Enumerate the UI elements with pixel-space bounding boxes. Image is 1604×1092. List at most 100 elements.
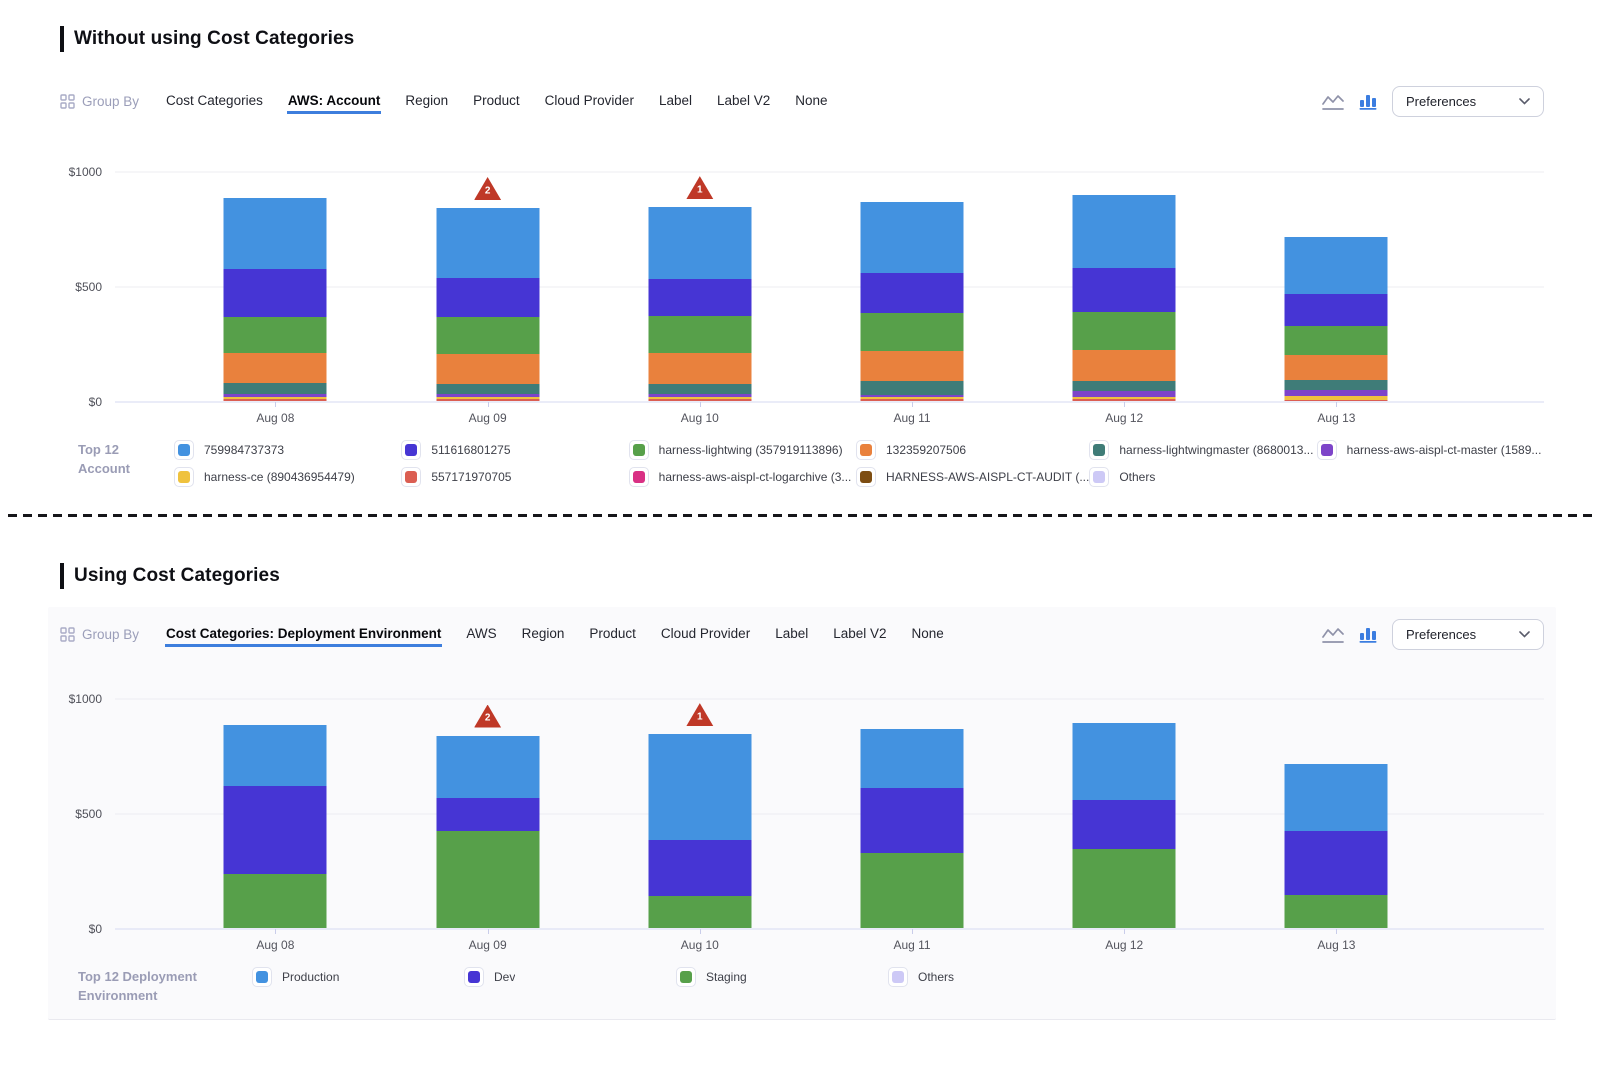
bar-aug-13[interactable] (1284, 236, 1388, 401)
bar-segment[interactable] (648, 734, 752, 841)
tab-aws-account[interactable]: AWS: Account (286, 88, 382, 114)
bar-segment[interactable] (860, 399, 964, 401)
bar-segment[interactable] (1072, 194, 1176, 269)
bar-segment[interactable] (1072, 723, 1176, 801)
bar-segment[interactable] (860, 397, 964, 400)
bar-segment[interactable] (860, 381, 964, 395)
legend-item[interactable]: harness-lightwingmaster (8680013... (1089, 440, 1316, 460)
bar-segment[interactable] (1284, 831, 1388, 895)
bar-aug-10[interactable] (648, 207, 752, 401)
legend-item[interactable]: Staging (676, 967, 888, 987)
bar-segment[interactable] (223, 269, 327, 317)
bar-segment[interactable] (1284, 390, 1388, 396)
bar-segment[interactable] (223, 393, 327, 398)
bar-segment[interactable] (223, 197, 327, 270)
bar-segment[interactable] (1072, 399, 1176, 401)
line-chart-toggle[interactable] (1322, 93, 1344, 110)
tab-none[interactable]: None (911, 626, 944, 641)
tab-product[interactable]: Product (589, 626, 636, 641)
bar-segment[interactable] (860, 313, 964, 352)
bar-segment[interactable] (1072, 397, 1176, 400)
bar-segment[interactable] (223, 399, 327, 401)
bar-aug-08[interactable] (223, 197, 327, 401)
tab-product[interactable]: Product (473, 93, 520, 108)
line-chart-toggle[interactable] (1322, 626, 1344, 643)
legend-item[interactable]: HARNESS-AWS-AISPL-CT-AUDIT (... (855, 467, 1089, 487)
bar-segment[interactable] (223, 785, 327, 875)
bar-segment[interactable] (436, 317, 540, 354)
bar-segment[interactable] (860, 788, 964, 854)
bar-segment[interactable] (648, 207, 752, 279)
bar-segment[interactable] (1072, 349, 1176, 382)
bar-segment[interactable] (436, 396, 540, 400)
bar-segment[interactable] (860, 394, 964, 398)
bar-aug-11[interactable] (860, 202, 964, 401)
legend-item[interactable]: harness-ce (890436954479) (174, 467, 401, 487)
tab-region[interactable]: Region (521, 626, 565, 641)
bar-segment[interactable] (860, 351, 964, 382)
bar-segment[interactable] (436, 383, 540, 394)
bar-segment[interactable] (1284, 293, 1388, 326)
legend-item[interactable]: 759984737373 (174, 440, 401, 460)
bar-segment[interactable] (1072, 390, 1176, 398)
bar-segment[interactable] (1284, 380, 1388, 391)
bar-segment[interactable] (223, 874, 327, 928)
legend-item[interactable]: harness-aws-aispl-ct-master (1589... (1316, 440, 1544, 460)
legend-item[interactable]: Production (252, 967, 464, 987)
bar-segment[interactable] (1072, 848, 1176, 928)
bar-segment[interactable] (223, 353, 327, 384)
bar-segment[interactable] (1072, 312, 1176, 350)
tab-aws[interactable]: AWS (466, 626, 497, 641)
preferences-button[interactable]: Preferences (1392, 85, 1544, 117)
bar-chart-toggle[interactable] (1359, 92, 1377, 110)
bar-segment[interactable] (1284, 764, 1388, 832)
bar-segment[interactable] (648, 397, 752, 400)
bar-segment[interactable] (1284, 894, 1388, 928)
bar-segment[interactable] (223, 316, 327, 354)
bar-segment[interactable] (436, 831, 540, 928)
bar-segment[interactable] (648, 393, 752, 398)
bar-segment[interactable] (436, 798, 540, 832)
bar-segment[interactable] (860, 202, 964, 274)
legend-item[interactable]: 132359207506 (855, 440, 1089, 460)
tab-label-v2[interactable]: Label V2 (833, 626, 887, 641)
bar-segment[interactable] (223, 724, 327, 786)
bar-aug-13[interactable] (1284, 764, 1388, 928)
bar-segment[interactable] (648, 278, 752, 317)
bar-segment[interactable] (1072, 800, 1176, 849)
bar-aug-12[interactable] (1072, 194, 1176, 401)
bar-chart-toggle[interactable] (1359, 625, 1377, 643)
bar-segment[interactable] (436, 353, 540, 384)
bar-segment[interactable] (1284, 236, 1388, 294)
bar-segment[interactable] (223, 383, 327, 394)
bar-segment[interactable] (648, 840, 752, 896)
tab-none[interactable]: None (795, 93, 828, 108)
bar-segment[interactable] (1284, 395, 1388, 400)
bar-segment[interactable] (860, 728, 964, 789)
bar-segment[interactable] (860, 273, 964, 314)
anomaly-badge[interactable]: 1 (686, 176, 714, 200)
bar-segment[interactable] (648, 316, 752, 353)
bar-segment[interactable] (648, 383, 752, 394)
bar-segment[interactable] (436, 399, 540, 401)
legend-item[interactable]: 557171970705 (401, 467, 628, 487)
bar-segment[interactable] (436, 735, 540, 799)
anomaly-badge[interactable]: 2 (474, 704, 502, 728)
preferences-button[interactable]: Preferences (1392, 618, 1544, 650)
tab-label-v2[interactable]: Label V2 (716, 93, 771, 108)
bar-segment[interactable] (860, 853, 964, 928)
tab-cloud-provider[interactable]: Cloud Provider (544, 93, 634, 108)
bar-segment[interactable] (1284, 325, 1388, 355)
legend-item[interactable]: Others (1089, 467, 1316, 487)
legend-item[interactable]: harness-aws-aispl-ct-logarchive (3... (628, 467, 856, 487)
bar-segment[interactable] (1284, 399, 1388, 401)
bar-segment[interactable] (436, 208, 540, 279)
legend-item[interactable]: Others (888, 967, 1100, 987)
tab-label[interactable]: Label (658, 93, 692, 108)
bar-segment[interactable] (648, 399, 752, 401)
bar-segment[interactable] (648, 895, 752, 928)
bar-aug-10[interactable] (648, 734, 752, 928)
tab-region[interactable]: Region (405, 93, 449, 108)
bar-aug-08[interactable] (223, 724, 327, 928)
tab-cloud-provider[interactable]: Cloud Provider (660, 626, 751, 641)
